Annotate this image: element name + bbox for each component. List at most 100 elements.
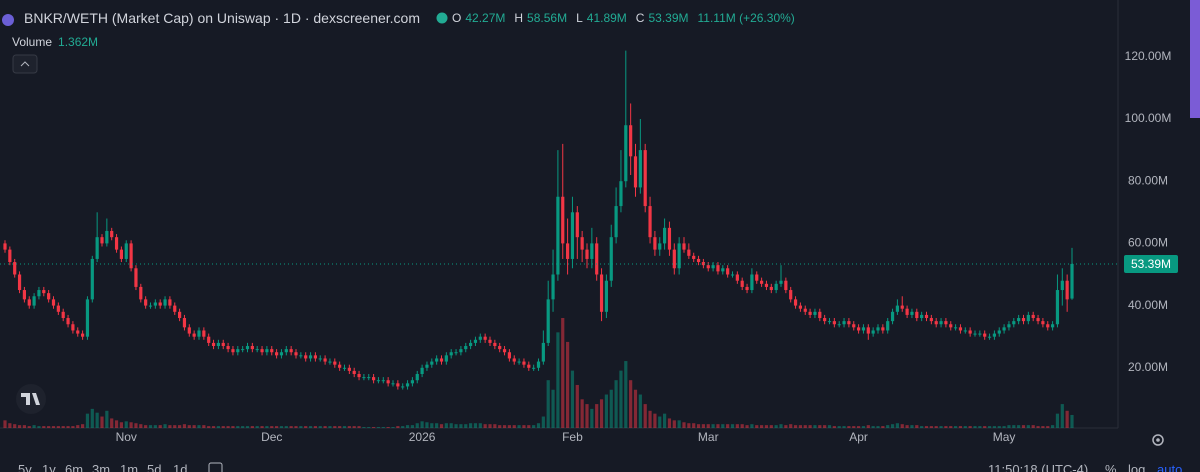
volume-bar [71, 426, 75, 428]
candle-body [367, 377, 371, 379]
volume-bar [779, 424, 783, 428]
auto-toggle[interactable]: auto [1157, 462, 1183, 472]
volume-bar [735, 424, 739, 428]
candle-body [837, 324, 841, 326]
volume-bar [202, 425, 206, 428]
candle-body [629, 125, 633, 157]
eye-icon[interactable] [436, 12, 448, 24]
volume-bar [114, 420, 119, 428]
volume-bar [818, 425, 822, 428]
volume-bar [323, 426, 327, 428]
candle-body [333, 361, 337, 365]
tv-logo-mark [21, 393, 40, 405]
range-button[interactable]: 1y [42, 462, 56, 472]
range-button[interactable]: 5y [18, 462, 32, 472]
calendar-icon[interactable] [208, 462, 223, 472]
percent-toggle[interactable]: % [1105, 462, 1117, 472]
candle-body [119, 249, 123, 259]
volume-bar [987, 426, 992, 428]
tv-logo[interactable] [16, 384, 46, 414]
volume-bar [793, 425, 798, 428]
candle-body [556, 196, 560, 275]
candle-body [250, 346, 254, 350]
volume-bar [372, 427, 376, 428]
candle-body [609, 237, 613, 281]
candle-body [8, 249, 12, 263]
volume-bar [396, 426, 400, 428]
volume-bar [769, 425, 773, 428]
volume-bar [832, 426, 836, 428]
candle-body [415, 374, 419, 381]
volume-bar [110, 418, 114, 428]
candle-body [512, 358, 516, 362]
ohlc-key: H [514, 11, 524, 25]
candle-body [275, 352, 279, 356]
volume-bar [823, 425, 827, 428]
volume-bar [294, 426, 298, 428]
collapse-button[interactable] [12, 54, 38, 74]
candle-body [1046, 324, 1050, 328]
candle-body [527, 364, 531, 368]
volume-bar [51, 426, 56, 428]
candle-body [299, 355, 303, 357]
candle-body [755, 274, 759, 281]
candle-body [876, 327, 880, 331]
candle-body [643, 150, 647, 207]
volume-bar [886, 425, 890, 428]
collapse-icon [20, 61, 30, 67]
volume-bar [37, 426, 41, 428]
volume-bar [85, 413, 90, 428]
candle-body [347, 367, 351, 371]
candle-body [401, 386, 405, 388]
candle-body [22, 290, 26, 300]
volume-bar [1065, 410, 1069, 428]
volume-bar [774, 425, 778, 428]
volume-bar [17, 425, 22, 428]
range-button[interactable]: 3m [92, 462, 111, 472]
candle-body [842, 321, 846, 325]
candle-body [823, 318, 827, 322]
volume-bar [701, 424, 705, 428]
ohlc-key: C [635, 11, 645, 25]
volume-bar [153, 425, 157, 428]
candle-body [1031, 314, 1035, 319]
volume-bar [861, 426, 866, 428]
volume-bar [386, 427, 390, 428]
candle-body [915, 311, 919, 319]
x-tick-label: 2026 [409, 430, 436, 444]
candle-body [929, 318, 933, 322]
volume-bar [299, 426, 303, 428]
candle-body [236, 349, 240, 353]
settings-icon[interactable] [1152, 434, 1164, 446]
x-tick-label: Nov [116, 430, 137, 444]
candle-body [391, 383, 395, 385]
candle-body [881, 327, 885, 331]
candle-body [1002, 327, 1006, 331]
candle-body [992, 333, 996, 337]
candle-body [973, 333, 977, 335]
candle-body [469, 342, 473, 347]
candle-body [410, 380, 414, 384]
candle-body [241, 349, 245, 351]
volume-bar [852, 426, 856, 428]
range-button[interactable]: 6m [65, 462, 84, 472]
range-button[interactable]: 1d [173, 462, 188, 472]
candle-body [493, 342, 497, 347]
candle-body [900, 305, 904, 309]
volume-bar [178, 425, 182, 428]
volume-bar [760, 425, 764, 428]
volume-bar [750, 424, 754, 428]
range-button[interactable]: 5d [147, 462, 162, 472]
volume-bar [968, 426, 972, 428]
volume-bar [507, 425, 511, 428]
volume-bar [216, 426, 220, 428]
candle-body [270, 349, 274, 353]
volume-bar [1041, 426, 1045, 428]
candle-body [308, 355, 313, 359]
candle-body [793, 299, 798, 306]
candle-body [386, 380, 390, 384]
range-button[interactable]: 1m [120, 462, 139, 472]
log-toggle[interactable]: log [1128, 462, 1146, 472]
candle-body [405, 383, 410, 387]
candle-body [51, 299, 56, 306]
